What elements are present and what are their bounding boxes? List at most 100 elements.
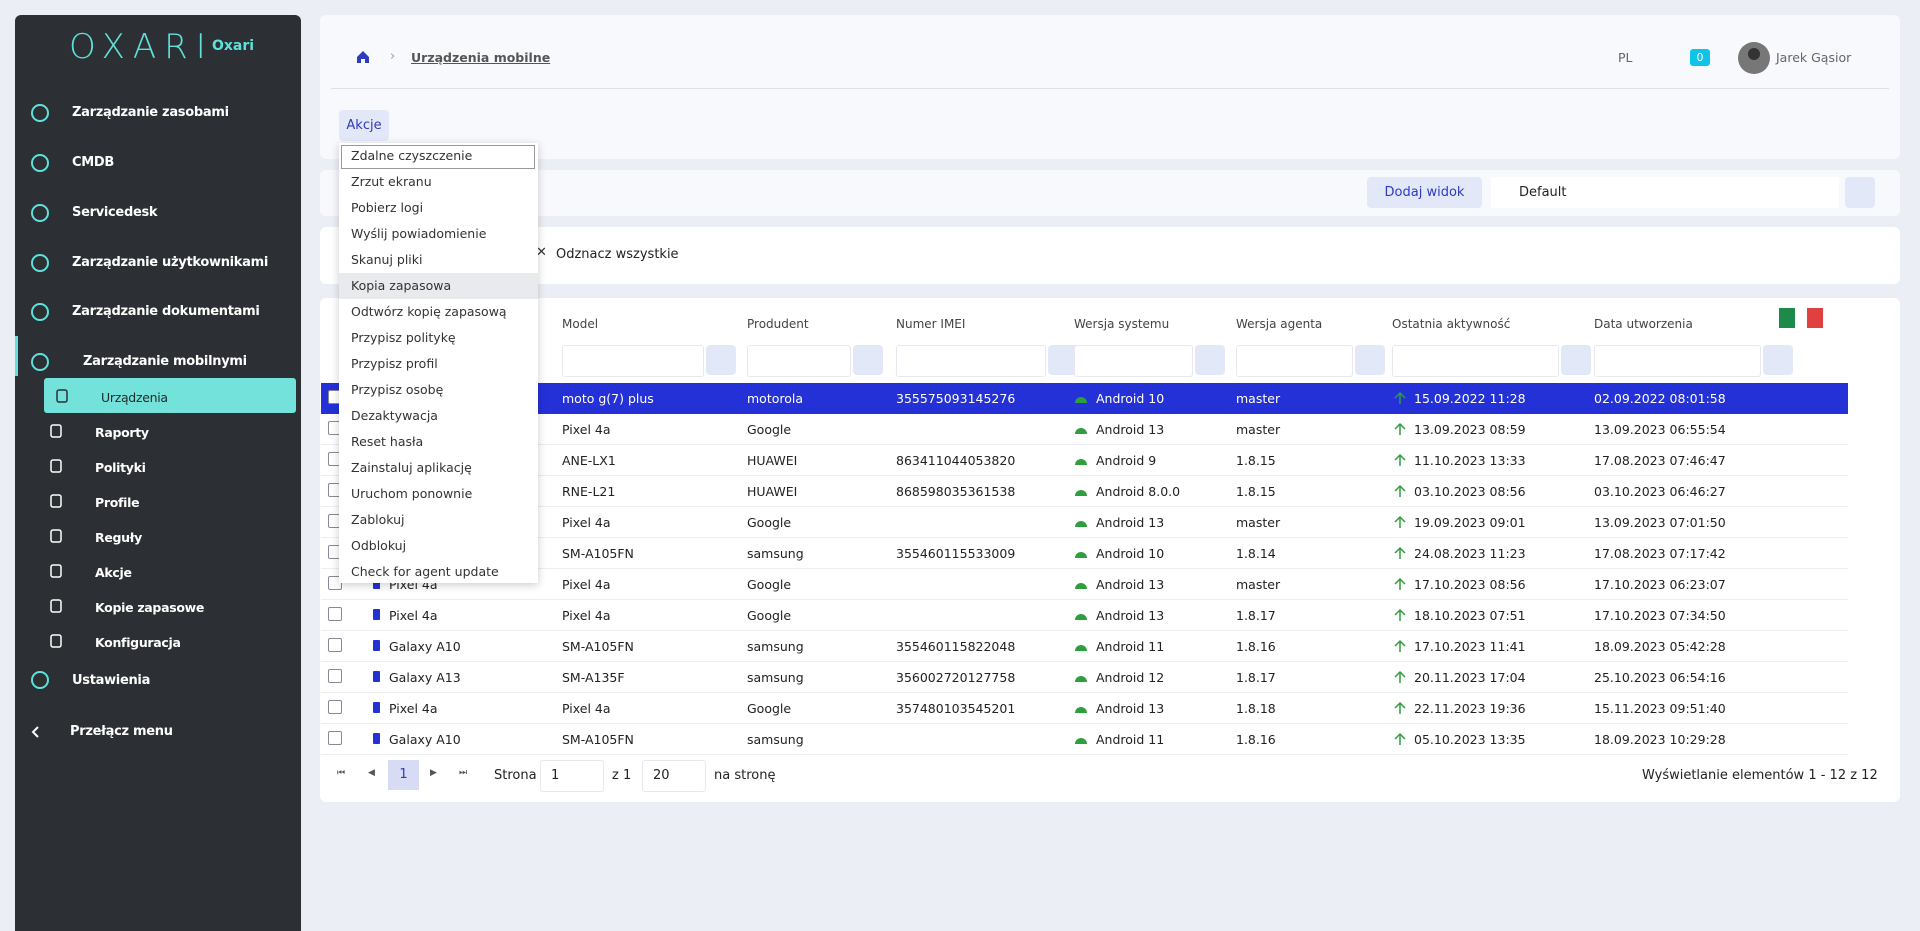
filter-input[interactable] [562, 345, 704, 377]
per-page[interactable]: 20 [642, 760, 706, 792]
submenu-item[interactable]: Kopie zapasowe [95, 600, 204, 615]
menu-option[interactable]: Check for agent update [351, 564, 499, 579]
menu-item[interactable]: Ustawienia [72, 673, 150, 688]
menu-option[interactable]: Kopia zapasowa [351, 278, 451, 293]
column-header[interactable]: Model [562, 317, 598, 331]
menu-toggle[interactable]: Przełącz menu [70, 724, 173, 739]
submenu-item[interactable]: Urządzenia [101, 390, 168, 405]
page-nav[interactable]: ⏭ [459, 768, 467, 778]
column-header[interactable]: Wersja systemu [1074, 317, 1169, 331]
cell: 868598035361538 [896, 484, 1015, 499]
menu-option[interactable]: Reset hasła [351, 434, 423, 449]
menu-item[interactable]: Zarządzanie mobilnymi [83, 354, 247, 369]
filter-input[interactable] [896, 345, 1046, 377]
filter-button[interactable] [1561, 345, 1591, 375]
menu-option[interactable]: Przypisz profil [351, 356, 438, 371]
row-checkbox[interactable] [328, 669, 342, 683]
filter-button[interactable] [853, 345, 883, 375]
row-checkbox[interactable] [328, 700, 342, 714]
submenu-item[interactable]: Akcje [95, 565, 132, 580]
cell: HUAWEI [747, 484, 797, 499]
menu-option[interactable]: Zdalne czyszczenie [351, 148, 472, 163]
cell: 17.10.2023 11:41 [1414, 639, 1526, 654]
wrench[interactable] [1845, 177, 1875, 208]
arrow-icon [1394, 670, 1406, 688]
cell: Android 9 [1096, 453, 1156, 468]
cell: master [1236, 391, 1280, 406]
arrow-icon [1394, 453, 1406, 471]
filter-input[interactable] [1594, 345, 1761, 377]
clear-selection[interactable]: Odznacz wszystkie [556, 247, 679, 262]
cell: master [1236, 422, 1280, 437]
menu-option[interactable]: Zrzut ekranu [351, 174, 432, 189]
menu-option[interactable]: Zablokuj [351, 512, 405, 527]
menu-item[interactable]: Zarządzanie dokumentami [72, 304, 260, 319]
page-nav[interactable]: ◀ [368, 768, 375, 778]
menu-option[interactable]: Pobierz logi [351, 200, 423, 215]
device-icon [373, 671, 380, 682]
view-select[interactable]: Default [1491, 177, 1839, 208]
column-header[interactable]: Numer IMEI [896, 317, 965, 331]
menu-icon [27, 150, 53, 180]
cell: 1.8.15 [1236, 484, 1276, 499]
page-input[interactable]: 1 [540, 760, 604, 792]
column-header[interactable]: Ostatnia aktywność [1392, 317, 1510, 331]
menu-item[interactable]: Zarządzanie użytkownikami [72, 255, 268, 270]
submenu-item[interactable]: Reguły [95, 530, 142, 545]
menu-option[interactable]: Odblokuj [351, 538, 406, 553]
row-checkbox[interactable] [328, 731, 342, 745]
filter-button[interactable] [1195, 345, 1225, 375]
column-header[interactable]: Data utworzenia [1594, 317, 1693, 331]
add-view[interactable]: Dodaj widok [1367, 177, 1482, 208]
submenu-item[interactable]: Konfiguracja [95, 635, 181, 650]
logo: OXARI [69, 27, 214, 67]
language[interactable]: PL [1618, 50, 1633, 65]
menu-option[interactable]: Skanuj pliki [351, 252, 423, 267]
menu-option[interactable]: Odtwórz kopię zapasową [351, 304, 507, 319]
submenu-icon [49, 424, 63, 442]
avatar [1738, 42, 1770, 78]
column-header[interactable]: Wersja agenta [1236, 317, 1322, 331]
menu-icon [27, 299, 53, 329]
submenu-item[interactable]: Polityki [95, 460, 146, 475]
row-checkbox[interactable] [328, 607, 342, 621]
row-divider [321, 599, 1848, 600]
page-nav[interactable]: ⏮ [337, 768, 345, 778]
cell: Pixel 4a [562, 422, 611, 437]
filter-input[interactable] [747, 345, 851, 377]
menu-item[interactable]: Zarządzanie zasobami [72, 105, 229, 120]
filter-button[interactable] [1763, 345, 1793, 375]
filter-input[interactable] [1074, 345, 1193, 377]
cell: 20.11.2023 17:04 [1414, 670, 1526, 685]
breadcrumb[interactable]: Urządzenia mobilne [411, 50, 550, 65]
current-page[interactable]: 1 [388, 760, 419, 790]
filter-button[interactable] [1355, 345, 1385, 375]
menu-item[interactable]: CMDB [72, 155, 114, 170]
cell: 1.8.17 [1236, 670, 1276, 685]
submenu-item[interactable]: Raporty [95, 425, 149, 440]
menu-option[interactable]: Uruchom ponownie [351, 486, 472, 501]
filter-button[interactable] [706, 345, 736, 375]
page-label: Strona [494, 768, 537, 783]
row-checkbox[interactable] [328, 638, 342, 652]
notifications[interactable]: 0 [1690, 49, 1710, 66]
column-header[interactable]: Produdent [747, 317, 809, 331]
row-divider [321, 692, 1848, 693]
arrow-icon [1394, 422, 1406, 440]
menu-option[interactable]: Przypisz politykę [351, 330, 456, 345]
cell: Galaxy A10 [389, 639, 461, 654]
filter-input[interactable] [1236, 345, 1353, 377]
menu-option[interactable]: Zainstaluj aplikację [351, 460, 472, 475]
menu-option[interactable]: Przypisz osobę [351, 382, 443, 397]
user-name[interactable]: Jarek Gąsior [1776, 50, 1851, 65]
menu-option[interactable]: Wyślij powiadomienie [351, 226, 486, 241]
menu-item[interactable]: Servicedesk [72, 205, 157, 220]
filter-input[interactable] [1392, 345, 1559, 377]
menu-option[interactable]: Dezaktywacja [351, 408, 438, 423]
page-nav[interactable]: ▶ [430, 768, 437, 778]
device-icon [373, 733, 380, 744]
actions-button[interactable]: Akcje [339, 110, 389, 141]
submenu-item[interactable]: Profile [95, 495, 139, 510]
submenu-icon [49, 529, 63, 547]
